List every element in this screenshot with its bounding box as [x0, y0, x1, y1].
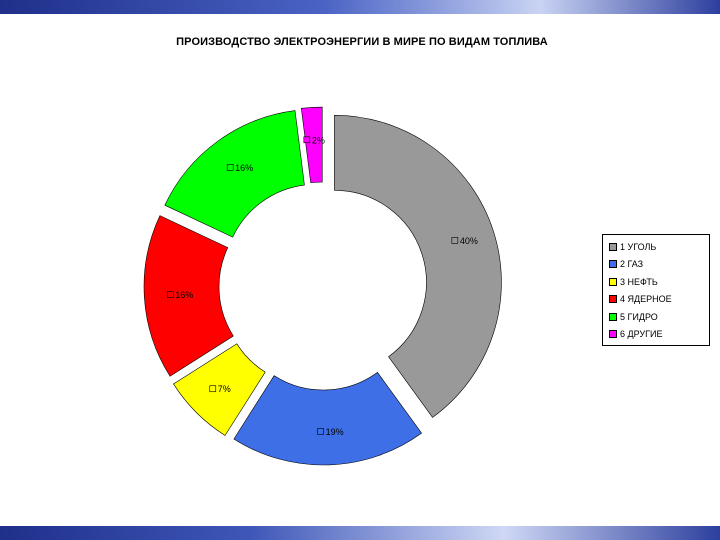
data-label-swatch-4 [166, 291, 174, 298]
legend-label: 2 ГАЗ [620, 259, 644, 270]
legend-item-6: 6 ДРУГИЕ [609, 326, 709, 344]
legend-item-1: 1 УГОЛЬ [609, 238, 709, 256]
donut-slice-5 [164, 110, 305, 238]
chart-title: ПРОИЗВОДСТВО ЭЛЕКТРОЭНЕРГИИ В МИРЕ ПО ВИ… [176, 36, 548, 48]
data-label-4: 16% [175, 290, 193, 300]
data-label-5: 16% [235, 163, 253, 173]
top-decorative-band [0, 0, 720, 14]
legend-swatch [609, 312, 617, 321]
donut-slice-4 [143, 215, 234, 377]
data-label-swatch-6 [303, 136, 311, 144]
legend-item-5: 5 ГИДРО [609, 308, 709, 326]
donut-slice-1 [334, 114, 502, 418]
data-label-1: 40% [460, 236, 478, 246]
legend-item-3: 3 НЕФТЬ [609, 273, 709, 291]
legend-swatch [609, 242, 617, 251]
data-label-3: 7% [218, 384, 231, 394]
legend-swatch [609, 260, 617, 269]
data-label-swatch-1 [451, 237, 459, 244]
data-label-6: 2% [312, 135, 325, 145]
legend-swatch [609, 330, 617, 339]
legend-label: 6 ДРУГИЕ [620, 329, 663, 340]
legend-item-4: 4 ЯДЕРНОЕ [609, 291, 709, 309]
chart-legend: 1 УГОЛЬ 2 ГАЗ 3 НЕФТЬ 4 ЯДЕРНОЕ 5 ГИДРО 6 ДРУ… [602, 234, 710, 346]
legend-label: 1 УГОЛЬ [620, 241, 657, 252]
legend-item-2: 2 ГАЗ [609, 256, 709, 274]
donut-slice-6 [300, 106, 323, 184]
legend-label: 4 ЯДЕРНОЕ [620, 294, 672, 305]
bottom-decorative-band [0, 526, 720, 540]
donut-slice-3 [173, 343, 266, 436]
data-label-swatch-3 [209, 385, 217, 393]
data-label-swatch-2 [317, 428, 324, 435]
data-label-2: 19% [326, 427, 344, 437]
data-label-swatch-5 [226, 164, 234, 171]
donut-slice-2 [233, 372, 422, 466]
legend-swatch [609, 295, 617, 304]
legend-label: 3 НЕФТЬ [620, 276, 658, 287]
legend-label: 5 ГИДРО [620, 311, 658, 322]
legend-swatch [609, 277, 617, 286]
